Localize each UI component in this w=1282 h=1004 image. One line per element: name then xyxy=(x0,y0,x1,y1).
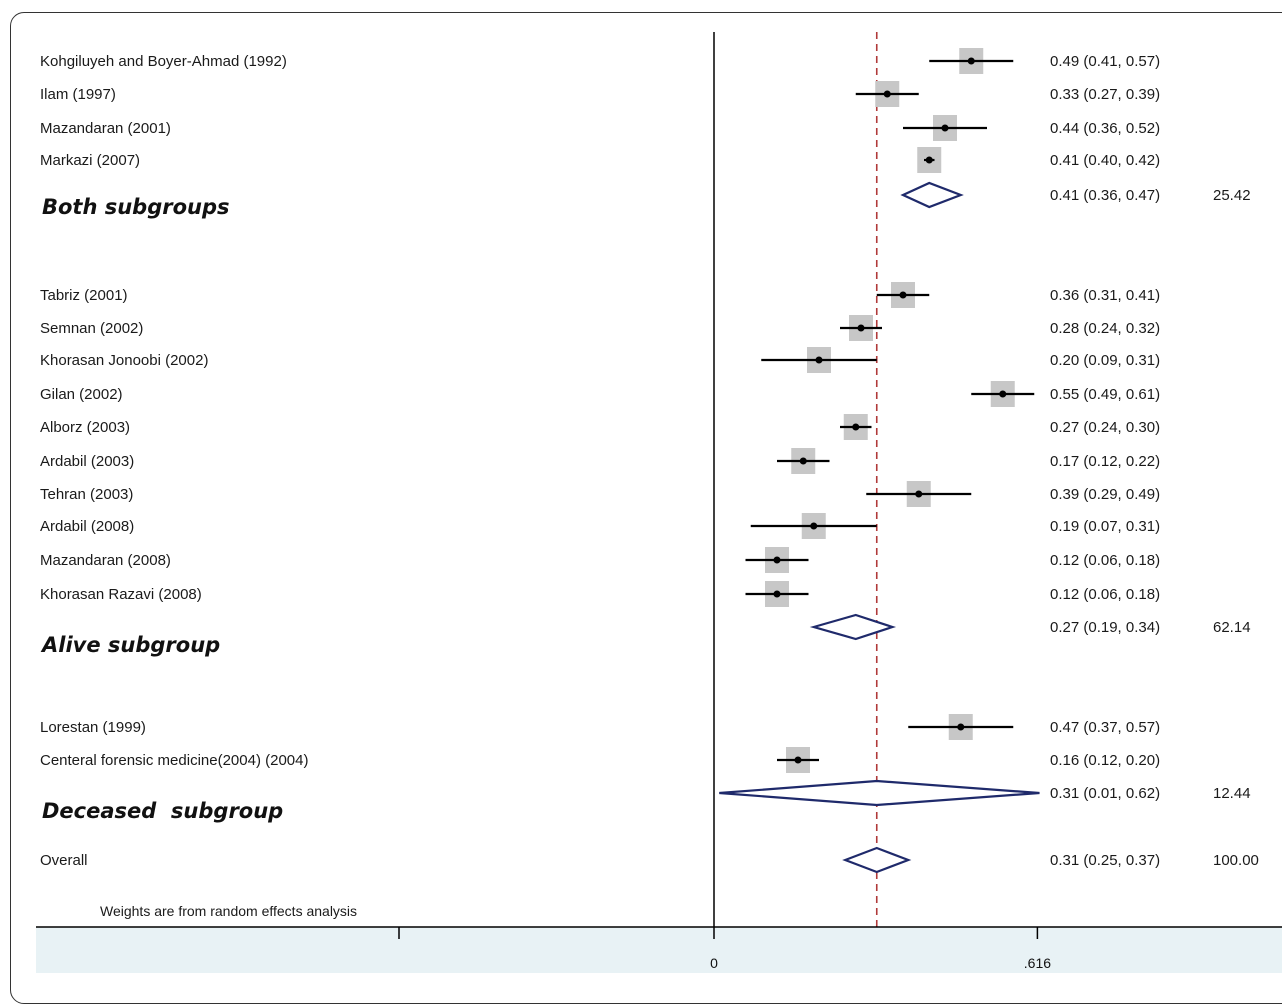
point-estimate xyxy=(857,324,865,332)
subtotal-row: Both subgroups 25.42 0.41 (0.36, 0.47) xyxy=(42,181,1251,219)
study-row: Markazi (2007) 0.41 (0.40, 0.42) xyxy=(40,147,1160,173)
point-estimate xyxy=(773,556,781,564)
study-row: Mazandaran (2008) 0.12 (0.06, 0.18) xyxy=(40,547,1160,573)
ci-value: 0.44 (0.36, 0.52) xyxy=(1050,120,1160,137)
point-estimate xyxy=(883,90,891,98)
weights-note: Weights are from random effects analysis xyxy=(100,903,357,919)
subgroup-label: Deceased subgroup xyxy=(42,799,283,823)
study-label: Tabriz (2001) xyxy=(40,287,128,304)
study-label: Ardabil (2008) xyxy=(40,518,134,535)
ci-value: 0.20 (0.09, 0.31) xyxy=(1050,352,1160,369)
overall-row: Overall 100.00 0.31 (0.25, 0.37) xyxy=(40,846,1259,874)
ci-value: 0.39 (0.29, 0.49) xyxy=(1050,486,1160,503)
study-row: Alborz (2003) 0.27 (0.24, 0.30) xyxy=(40,414,1160,440)
ci-value: 0.41 (0.36, 0.47) xyxy=(1050,187,1160,204)
subgroup-diamond xyxy=(719,779,1040,807)
ci-value: 0.12 (0.06, 0.18) xyxy=(1050,586,1160,603)
point-estimate xyxy=(967,57,975,65)
study-row: Khorasan Jonoobi (2002) 0.20 (0.09, 0.31) xyxy=(40,347,1160,373)
weight-value: 62.14 xyxy=(1213,619,1251,636)
ci-value: 0.47 (0.37, 0.57) xyxy=(1050,719,1160,736)
ci-value: 0.27 (0.19, 0.34) xyxy=(1050,619,1160,636)
study-row: Ardabil (2008) 0.19 (0.07, 0.31) xyxy=(40,513,1160,539)
study-label: Lorestan (1999) xyxy=(40,719,146,736)
ci-value: 0.28 (0.24, 0.32) xyxy=(1050,320,1160,337)
point-estimate xyxy=(810,522,818,530)
point-estimate xyxy=(999,390,1007,398)
forest-plot: Kohgiluyeh and Boyer-Ahmad (1992) 0.49 (0… xyxy=(36,32,1282,971)
ci-value: 0.41 (0.40, 0.42) xyxy=(1050,152,1160,169)
weight-value: 100.00 xyxy=(1213,852,1259,869)
study-label: Ardabil (2003) xyxy=(40,453,134,470)
point-estimate xyxy=(794,756,802,764)
study-label: Tehran (2003) xyxy=(40,486,133,503)
study-label: Mazandaran (2001) xyxy=(40,120,171,137)
axis-band xyxy=(36,927,1282,973)
study-row: Gilan (2002) 0.55 (0.49, 0.61) xyxy=(40,381,1160,407)
overall-diamond xyxy=(842,846,912,874)
point-estimate xyxy=(925,156,933,164)
study-label: Kohgiluyeh and Boyer-Ahmad (1992) xyxy=(40,53,287,70)
study-row: Ardabil (2003) 0.17 (0.12, 0.22) xyxy=(40,448,1160,474)
subtotal-row: Deceased subgroup 12.44 0.31 (0.01, 0.62) xyxy=(42,779,1251,823)
ci-value: 0.31 (0.25, 0.37) xyxy=(1050,852,1160,869)
study-label: Markazi (2007) xyxy=(40,152,140,169)
study-row: Ilam (1997) 0.33 (0.27, 0.39) xyxy=(40,81,1160,107)
point-estimate xyxy=(815,356,823,364)
overall-label: Overall xyxy=(40,852,88,869)
study-label: Alborz (2003) xyxy=(40,419,130,436)
ci-value: 0.55 (0.49, 0.61) xyxy=(1050,386,1160,403)
x-tick-label: 0 xyxy=(710,955,718,971)
point-estimate xyxy=(799,457,807,465)
subgroup-label: Alive subgroup xyxy=(40,633,220,657)
study-row: Semnan (2002) 0.28 (0.24, 0.32) xyxy=(40,315,1160,341)
study-label: Ilam (1997) xyxy=(40,86,116,103)
study-row: Tabriz (2001) 0.36 (0.31, 0.41) xyxy=(40,282,1160,308)
point-estimate xyxy=(852,423,860,431)
study-label: Mazandaran (2008) xyxy=(40,552,171,569)
subgroup-label: Both subgroups xyxy=(42,195,230,219)
subgroup-diamond xyxy=(900,181,964,209)
subgroup-diamond xyxy=(809,613,897,641)
ci-value: 0.31 (0.01, 0.62) xyxy=(1050,785,1160,802)
study-label: Gilan (2002) xyxy=(40,386,123,403)
ci-value: 0.27 (0.24, 0.30) xyxy=(1050,419,1160,436)
ci-value: 0.12 (0.06, 0.18) xyxy=(1050,552,1160,569)
study-row: Khorasan Razavi (2008) 0.12 (0.06, 0.18) xyxy=(40,581,1160,607)
point-estimate xyxy=(915,490,923,498)
study-label: Khorasan Jonoobi (2002) xyxy=(40,352,208,369)
study-row: Lorestan (1999) 0.47 (0.37, 0.57) xyxy=(40,714,1160,740)
ci-value: 0.49 (0.41, 0.57) xyxy=(1050,53,1160,70)
point-estimate xyxy=(941,124,949,132)
study-label: Semnan (2002) xyxy=(40,320,143,337)
ci-value: 0.19 (0.07, 0.31) xyxy=(1050,518,1160,535)
ci-value: 0.16 (0.12, 0.20) xyxy=(1050,752,1160,769)
x-tick-label: .616 xyxy=(1024,955,1051,971)
study-row: Mazandaran (2001) 0.44 (0.36, 0.52) xyxy=(40,115,1160,141)
weight-value: 12.44 xyxy=(1213,785,1251,802)
weight-value: 25.42 xyxy=(1213,187,1251,204)
study-label: Centeral forensic medicine(2004) (2004) xyxy=(40,752,308,769)
ci-value: 0.17 (0.12, 0.22) xyxy=(1050,453,1160,470)
study-row: Tehran (2003) 0.39 (0.29, 0.49) xyxy=(40,481,1160,507)
figure-frame xyxy=(10,12,1282,1004)
point-estimate xyxy=(773,590,781,598)
study-row: Kohgiluyeh and Boyer-Ahmad (1992) 0.49 (0… xyxy=(40,48,1160,74)
point-estimate xyxy=(957,723,965,731)
ci-value: 0.36 (0.31, 0.41) xyxy=(1050,287,1160,304)
study-row: Centeral forensic medicine(2004) (2004) 0… xyxy=(40,747,1160,773)
subtotal-row: Alive subgroup 62.14 0.27 (0.19, 0.34) xyxy=(40,613,1251,657)
study-label: Khorasan Razavi (2008) xyxy=(40,586,202,603)
ci-value: 0.33 (0.27, 0.39) xyxy=(1050,86,1160,103)
point-estimate xyxy=(899,291,907,299)
